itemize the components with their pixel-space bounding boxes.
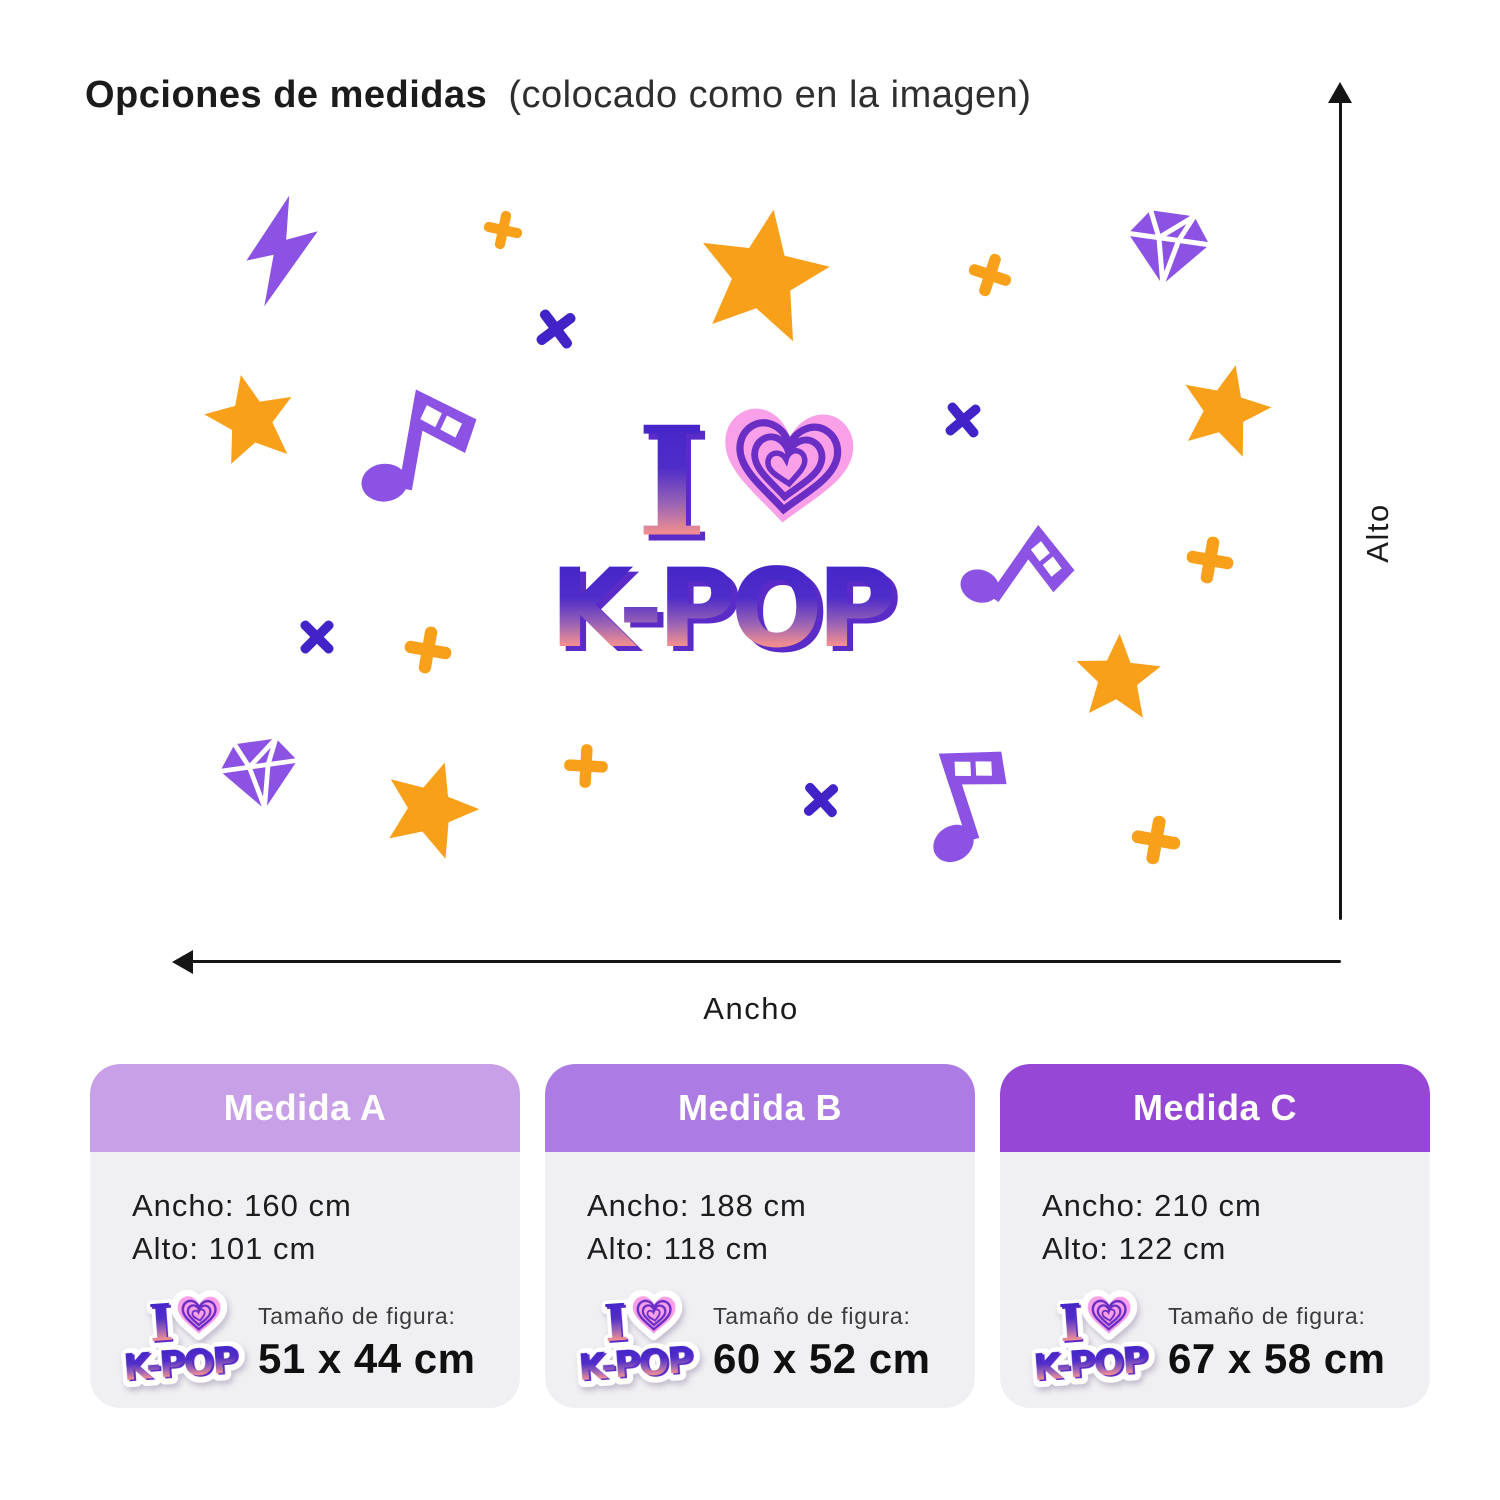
xmark-icon	[796, 775, 846, 825]
size-card-c-title: Medida C	[1132, 1087, 1297, 1128]
logo-letter-i: I	[147, 1293, 175, 1353]
logo-word-kpop: K-POP	[124, 1340, 242, 1391]
note-icon	[344, 367, 500, 523]
plus-icon	[559, 739, 614, 794]
logo-word-kpop: K-POP	[579, 1340, 697, 1391]
gem-icon	[206, 718, 313, 825]
card-c-width-text: Ancho: 210 cm	[1042, 1188, 1262, 1223]
star-icon	[1068, 626, 1168, 726]
sticker-thumbnail: I K-POP I I K-POP K-POP	[116, 1278, 248, 1404]
plus-icon	[396, 618, 461, 683]
logo-letter-i: I	[642, 400, 712, 576]
height-axis-label: Alto	[1360, 503, 1395, 563]
size-card-b-body: Ancho: 188 cm Alto: 118 cm I K-POP I I K-PO…	[545, 1152, 975, 1408]
logo-word-kpop: K-POP	[577, 1338, 695, 1389]
xmark-icon	[527, 300, 586, 359]
size-card-a-title: Medida A	[223, 1087, 387, 1128]
logo-letter-i: I	[1059, 1294, 1087, 1354]
page-title: Opciones de medidas (colocado como en la…	[85, 74, 1031, 117]
logo-letter-i: I	[1057, 1293, 1085, 1353]
figure-size-label: Tamaño de figura:	[713, 1303, 911, 1329]
plus-icon	[476, 203, 531, 258]
card-a-width-text: Ancho: 160 cm	[132, 1188, 352, 1223]
width-axis-line	[189, 960, 1341, 963]
logo-letter-i: I	[637, 394, 707, 570]
card-b-height-text: Alto: 118 cm	[587, 1231, 770, 1266]
size-card-a-body: Ancho: 160 cm Alto: 101 cm I K-POP I I K-PO…	[90, 1152, 520, 1408]
logo-word-kpop: K-POP	[556, 550, 898, 677]
size-card-b: Medida B Ancho: 188 cm Alto: 118 cm I K-P…	[545, 1064, 975, 1408]
logo-letter-i: I	[149, 1294, 177, 1354]
star-icon	[679, 189, 847, 357]
size-card-c-body: Ancho: 210 cm Alto: 122 cm I K-POP I I K-PO…	[1000, 1152, 1430, 1408]
width-axis-label: Ancho	[703, 991, 799, 1026]
plus-icon	[1122, 806, 1189, 873]
size-card-c: Medida C Ancho: 210 cm Alto: 122 cm I K-P…	[1000, 1064, 1430, 1408]
xmark-icon	[293, 613, 341, 661]
figure-size-label: Tamaño de figura:	[1168, 1303, 1366, 1329]
note-icon	[890, 718, 1048, 876]
height-axis-arrowhead-icon	[1328, 82, 1352, 103]
sticker-thumbnail: I K-POP I I K-POP K-POP	[571, 1278, 703, 1404]
heart-icon	[177, 1296, 221, 1334]
figure-size-label: Tamaño de figura:	[258, 1303, 456, 1329]
size-card-c-header: Medida C	[1000, 1064, 1430, 1152]
page-title-main: Opciones de medidas	[85, 74, 488, 116]
logo-letter-i: I	[604, 1294, 632, 1354]
logo-word-kpop: K-POP	[122, 1338, 240, 1389]
plus-icon	[1178, 528, 1243, 593]
card-b-width-text: Ancho: 188 cm	[587, 1188, 807, 1223]
star-icon	[364, 740, 496, 872]
sticker-thumbnail: I K-POP I I K-POP K-POP	[1026, 1278, 1158, 1404]
height-axis-line	[1339, 97, 1342, 920]
heart-icon	[725, 408, 854, 523]
logo-letter-i: I	[602, 1293, 630, 1353]
size-card-b-header: Medida B	[545, 1064, 975, 1152]
logo-word-kpop: K-POP	[1032, 1338, 1150, 1389]
size-cards-row: Medida A Ancho: 160 cm Alto: 101 cm I K-P…	[90, 1064, 1430, 1408]
size-card-b-title: Medida B	[677, 1087, 842, 1128]
card-c-height-text: Alto: 122 cm	[1042, 1231, 1227, 1266]
width-axis-arrowhead-icon	[172, 950, 193, 974]
bolt-icon	[220, 188, 345, 313]
heart-icon	[632, 1296, 676, 1334]
gem-icon	[1112, 189, 1225, 302]
figure-size-value: 60 x 52 cm	[713, 1335, 931, 1382]
star-icon	[191, 359, 310, 478]
card-a-height-text: Alto: 101 cm	[132, 1231, 317, 1266]
logo-word-kpop: K-POP	[124, 1340, 242, 1391]
heart-icon	[1087, 1296, 1131, 1334]
logo-word-kpop: K-POP	[1034, 1340, 1152, 1391]
size-card-a: Medida A Ancho: 160 cm Alto: 101 cm I K-P…	[90, 1064, 520, 1408]
logo-word-kpop: K-POP	[550, 545, 892, 672]
figure-size-value: 67 x 58 cm	[1168, 1335, 1386, 1382]
size-card-a-header: Medida A	[90, 1064, 520, 1152]
plus-icon	[957, 242, 1023, 308]
figure-size-value: 51 x 44 cm	[258, 1335, 476, 1382]
xmark-icon	[937, 394, 989, 446]
page-title-note: (colocado como en la imagen)	[508, 74, 1032, 116]
star-icon	[1164, 347, 1285, 468]
